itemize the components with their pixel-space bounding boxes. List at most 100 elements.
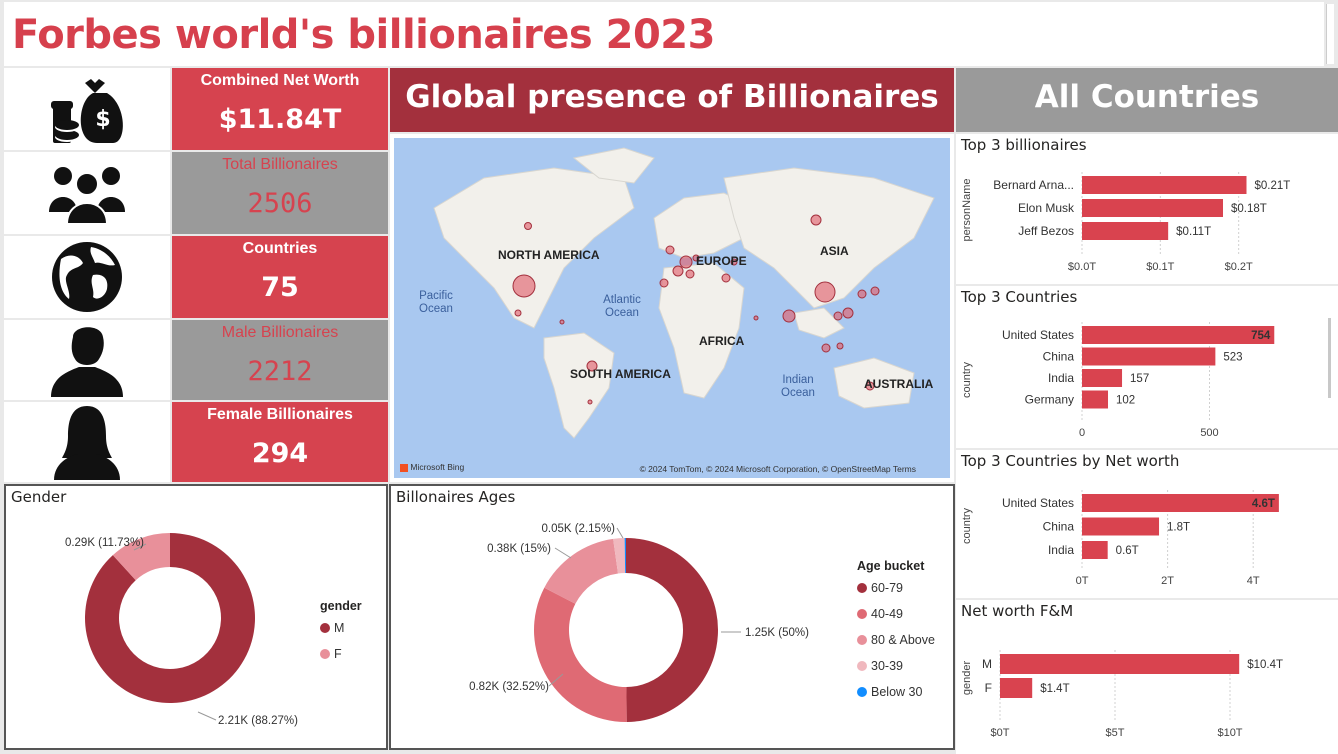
- bar[interactable]: [1082, 541, 1108, 559]
- map-bubble[interactable]: [721, 273, 731, 283]
- legend-label[interactable]: 80 & Above: [871, 633, 935, 647]
- legend-label[interactable]: 40-49: [871, 607, 903, 621]
- data-label: 0.82K (32.52%): [469, 681, 549, 693]
- legend-marker[interactable]: [857, 661, 867, 671]
- data-label: $0.11T: [1176, 226, 1211, 238]
- data-label: 0.05K (2.15%): [541, 523, 615, 535]
- donut-slice[interactable]: [534, 587, 627, 722]
- map-bubble[interactable]: [833, 311, 843, 321]
- legend-marker[interactable]: [320, 649, 330, 659]
- billionaire-bubbles[interactable]: [394, 138, 950, 478]
- map-bubble[interactable]: [524, 222, 532, 230]
- category-label: Elon Musk: [1018, 201, 1075, 215]
- ages-donut-chart[interactable]: 1.25K (50%) 0.82K (32.52%) 0.38K (15%) 0.05…: [391, 486, 953, 748]
- top3-billionaires-chart[interactable]: personName $0.0T $0.1T $0.2T Bernard Arna...…: [956, 134, 1338, 284]
- map-bubble[interactable]: [842, 307, 854, 319]
- map-bubble[interactable]: [865, 381, 875, 391]
- bar[interactable]: [1082, 390, 1109, 409]
- donut-slice[interactable]: [613, 538, 626, 574]
- data-label: $0.18T: [1231, 203, 1267, 215]
- x-tick-label: 500: [1200, 427, 1218, 439]
- map-bubble[interactable]: [665, 245, 675, 255]
- map-bubble[interactable]: [753, 315, 759, 321]
- top3-countries-chart[interactable]: country 0 500 United States 754 China 523 India…: [956, 286, 1338, 448]
- map-bubble[interactable]: [810, 214, 822, 226]
- country-filter-header[interactable]: All Countries: [956, 68, 1338, 132]
- donut-slice[interactable]: [624, 538, 626, 574]
- map-bubble[interactable]: [730, 258, 738, 266]
- kpi-value: 75: [261, 272, 299, 303]
- gender-panel: Gender 2.21K (88.27%) 0.29K (11.73%) gende…: [4, 484, 388, 750]
- top3-networth-chart[interactable]: country 0T 2T 4T United States 4.6T China 1.8T I…: [956, 450, 1338, 598]
- legend-marker[interactable]: [320, 623, 330, 633]
- map-bubble[interactable]: [857, 289, 867, 299]
- data-label: 0.38K (15%): [487, 543, 551, 555]
- ocean-label: Atlantic Ocean: [603, 294, 641, 319]
- legend-label[interactable]: Below 30: [871, 685, 922, 699]
- bar[interactable]: [1082, 347, 1216, 366]
- x-tick-label: $0.2T: [1225, 261, 1253, 273]
- kpi-value: $11.84T: [218, 104, 342, 135]
- legend-marker[interactable]: [857, 635, 867, 645]
- data-label: 1.8T: [1167, 522, 1190, 534]
- gender-donut-chart[interactable]: 2.21K (88.27%) 0.29K (11.73%) gender MF: [6, 486, 386, 748]
- map-attribution[interactable]: © 2024 TomTom, © 2024 Microsoft Corporat…: [639, 464, 916, 474]
- donut-slice[interactable]: [112, 533, 170, 581]
- map-bubble[interactable]: [870, 286, 880, 296]
- kpi-icon-cell: $: [4, 68, 170, 150]
- top3-billionaires-panel: Top 3 billionaires personName $0.0T $0.1T $…: [956, 134, 1338, 284]
- map-bubble[interactable]: [672, 265, 684, 277]
- ocean-label: Indian Ocean: [781, 374, 815, 399]
- bar[interactable]: [1000, 654, 1240, 674]
- bar[interactable]: [1082, 326, 1275, 344]
- panel-title: Top 3 Countries: [961, 288, 1078, 306]
- map-bubble[interactable]: [692, 254, 700, 262]
- map-bubble[interactable]: [814, 281, 836, 303]
- map-bubble[interactable]: [836, 342, 844, 350]
- scrollbar[interactable]: [1326, 4, 1334, 64]
- legend-label[interactable]: M: [334, 621, 344, 635]
- donut-slice[interactable]: [85, 533, 256, 703]
- bar[interactable]: [1000, 678, 1033, 698]
- donut-slice[interactable]: [626, 538, 718, 722]
- map-bubble[interactable]: [782, 309, 796, 323]
- map-bubble[interactable]: [514, 309, 522, 317]
- bar[interactable]: [1082, 369, 1123, 387]
- kpi-female-billionaires: Female Billionaires 294: [172, 402, 388, 482]
- legend-label[interactable]: F: [334, 647, 342, 661]
- map-bubble[interactable]: [559, 319, 565, 325]
- leader-line: [197, 711, 217, 721]
- legend-marker[interactable]: [857, 583, 867, 593]
- bar[interactable]: [1082, 222, 1169, 240]
- networth-fm-panel: Net worth F&M gender $0T $5T $10T M $10.4T F $1…: [956, 600, 1338, 754]
- continent-label: NORTH AMERICA: [498, 248, 600, 262]
- panel-scrollbar[interactable]: [1328, 318, 1331, 398]
- bar[interactable]: [1082, 176, 1247, 194]
- map-bubble[interactable]: [586, 360, 598, 372]
- kpi-icon-cell: [4, 236, 170, 318]
- bar[interactable]: [1082, 517, 1160, 536]
- map-bubble[interactable]: [821, 343, 831, 353]
- kpi-combined-net-worth: Combined Net Worth $11.84T: [172, 68, 388, 150]
- map-bubble[interactable]: [587, 399, 593, 405]
- bar[interactable]: [1082, 199, 1223, 217]
- kpi-label: Total Billionaires: [222, 156, 338, 173]
- x-tick-label: $5T: [1106, 727, 1125, 739]
- legend-label[interactable]: 60-79: [871, 581, 903, 595]
- map-bubble[interactable]: [659, 278, 669, 288]
- bar[interactable]: [1082, 494, 1279, 512]
- x-tick-label: $0.1T: [1146, 261, 1174, 273]
- kpi-icon-cell: [4, 402, 170, 482]
- networth-fm-chart[interactable]: gender $0T $5T $10T M $10.4T F $1.4T: [956, 600, 1338, 754]
- map-bubble[interactable]: [679, 255, 693, 269]
- map-bubble[interactable]: [512, 274, 536, 298]
- world-map[interactable]: NORTH AMERICA EUROPE ASIA AFRICA SOUTH A…: [394, 138, 950, 478]
- legend-marker[interactable]: [857, 609, 867, 619]
- donut-slice[interactable]: [544, 538, 619, 604]
- legend-label[interactable]: 30-39: [871, 659, 903, 673]
- svg-text:$: $: [95, 107, 110, 132]
- legend-marker[interactable]: [857, 687, 867, 697]
- map-bubble[interactable]: [685, 269, 695, 279]
- kpi-label: Female Billionaires: [207, 406, 353, 423]
- map-header-text: Global presence of Billionaires: [405, 79, 939, 115]
